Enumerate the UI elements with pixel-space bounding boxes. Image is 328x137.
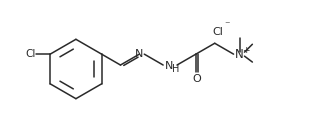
- Text: ⁻: ⁻: [225, 20, 230, 30]
- Text: Cl: Cl: [25, 49, 35, 59]
- Text: +: +: [242, 46, 250, 55]
- Text: O: O: [193, 74, 201, 84]
- Text: N: N: [235, 48, 243, 61]
- Text: N: N: [165, 61, 174, 71]
- Text: Cl: Cl: [213, 27, 224, 37]
- Text: N: N: [135, 49, 144, 59]
- Text: H: H: [172, 64, 179, 74]
